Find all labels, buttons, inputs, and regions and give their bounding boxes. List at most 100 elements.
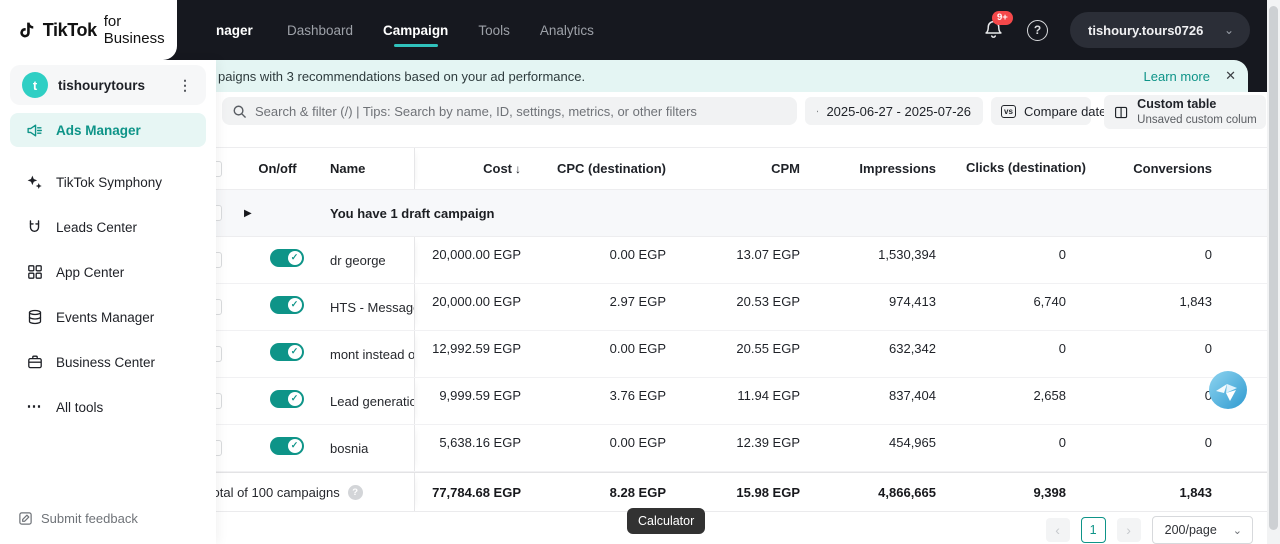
page-size-select[interactable]: 200/page ⌄ [1151,516,1253,544]
impressions-value: 837,404 [889,387,936,403]
current-page-button[interactable]: 1 [1080,517,1106,543]
submit-feedback-button[interactable]: Submit feedback [18,511,138,526]
column-header-clicks[interactable]: Clicks (destination) [966,160,1086,176]
column-header-cpc[interactable]: CPC (destination) [556,161,666,176]
next-page-button[interactable]: › [1116,518,1141,542]
compare-dates-label: Compare dates [1024,103,1113,119]
magnet-icon [26,219,43,236]
column-header-impressions[interactable]: Impressions [859,161,936,176]
grid-icon [26,264,43,280]
kebab-menu-icon[interactable]: ⋮ [178,76,192,93]
tab-dashboard[interactable]: Dashboard [287,22,354,38]
sidebar-item-label: All tools [56,399,104,415]
totals-label: Total of 100 campaigns ? [0,473,415,511]
sidebar-item-app-center[interactable]: App Center [10,255,206,289]
clicks-value: 2,658 [1033,387,1066,403]
notifications-button[interactable]: 9+ [983,11,1013,41]
question-icon: ? [1033,23,1042,37]
search-icon [233,105,246,118]
date-range-value: 2025-06-27 - 2025-07-26 [826,103,971,119]
custom-table-button[interactable]: Custom table Unsaved custom columns S [1104,95,1266,129]
campaign-name[interactable]: dr george [315,237,415,283]
column-header-cpm[interactable]: CPM [771,161,800,176]
notification-badge: 9+ [992,11,1013,25]
campaign-name[interactable]: Lead generation [315,378,415,424]
campaign-name[interactable]: mont instead of [315,331,415,377]
search-input[interactable] [255,103,787,119]
cpc-value: 3.76 EGP [609,387,666,403]
top-bar: nager Dashboard Campaign Tools Analytics… [0,0,1280,60]
tab-campaign[interactable]: Campaign [383,22,449,38]
sidebar-item-events-manager[interactable]: Events Manager [10,300,206,334]
cpm-value: 12.39 EGP [736,434,800,450]
cost-value: 9,999.59 EGP [439,387,521,403]
draft-notice[interactable]: You have 1 draft campaign [330,205,495,221]
learn-more-link[interactable]: Learn more [1143,68,1210,84]
sidebar-item-label: TikTok Symphony [56,174,163,190]
cost-value: 5,638.16 EGP [439,434,521,450]
date-range-button[interactable]: 2025-06-27 - 2025-07-26 [805,97,983,125]
conversions-value: 0 [1204,434,1212,450]
expand-icon[interactable]: ▶ [244,207,252,219]
total-cpc: 8.28 EGP [609,484,666,500]
sidebar-item-leads-center[interactable]: Leads Center [10,210,206,244]
prev-page-button[interactable]: ‹ [1045,518,1070,542]
total-cost: 77,784.68 EGP [432,484,521,500]
toggle-check-icon: ✓ [287,391,302,406]
account-switcher[interactable]: tishoury.tours0726 ⌄ [1070,12,1250,48]
sidebar-item-label: Events Manager [56,309,155,325]
clicks-value: 6,740 [1033,293,1066,309]
toggle-check-icon: ✓ [287,297,302,312]
scrollbar-thumb[interactable] [1269,6,1278,530]
calendar-icon [817,110,819,112]
account-name: tishoury.tours0726 [1088,22,1204,38]
column-header-onoff[interactable]: On/off [258,161,297,176]
campaign-name[interactable]: bosnia [315,425,415,471]
help-button[interactable]: ? [1027,19,1048,41]
info-icon[interactable]: ? [347,484,363,500]
table-columns-icon [1115,106,1128,118]
sidebar-item-ads-manager[interactable]: Ads Manager [10,113,206,147]
sidebar-item-tiktok-symphony[interactable]: TikTok Symphony [10,165,206,199]
column-header-cost[interactable]: Cost ↓ [483,161,521,176]
campaign-name[interactable]: HTS - Message [315,284,415,330]
campaign-toggle[interactable]: ✓ [269,389,304,408]
column-header-conversions[interactable]: Conversions [1133,161,1212,176]
sidebar-item-business-center[interactable]: Business Center [10,345,206,379]
sidebar-item-label: App Center [56,264,125,280]
custom-table-subtitle: Unsaved custom columns S [1137,113,1256,126]
nav-ads-manager-partial[interactable]: nager [216,22,253,38]
avatar: t [22,72,48,98]
close-icon[interactable]: ✕ [1225,68,1236,83]
logo: TikTok for Business [0,0,177,60]
tab-analytics[interactable]: Analytics [539,22,594,38]
total-clicks: 9,398 [1033,484,1066,500]
account-card[interactable]: t tishourytours ⋮ [10,65,206,105]
cpc-value: 0.00 EGP [609,340,666,356]
cpm-value: 13.07 EGP [736,246,800,262]
versus-icon: vs [1001,104,1016,118]
column-header-name[interactable]: Name [315,148,415,189]
account-card-name: tishourytours [58,77,146,93]
custom-table-title: Custom table [1137,97,1217,111]
tab-tools[interactable]: Tools [478,22,510,38]
compare-dates-button[interactable]: vs Compare dates [991,97,1113,125]
campaign-toggle[interactable]: ✓ [269,295,304,314]
campaign-toggle[interactable]: ✓ [269,342,304,361]
sort-desc-icon: ↓ [515,162,521,176]
campaign-toggle[interactable]: ✓ [269,248,304,267]
cpm-value: 20.53 EGP [736,293,800,309]
total-cpm: 15.98 EGP [736,484,800,500]
cpm-value: 20.55 EGP [736,340,800,356]
impressions-value: 1,530,394 [878,246,936,262]
table-row: ✓ HTS - Message 20,000.00 EGP 2.97 EGP 2… [0,284,1267,331]
submit-feedback-label: Submit feedback [41,511,138,526]
sidebar-item-label: Leads Center [56,219,138,235]
toggle-check-icon: ✓ [287,250,302,265]
sidebar-item-all-tools[interactable]: ⋯ All tools [10,390,206,424]
ai-assistant-button[interactable] [1209,371,1247,409]
campaign-toggle[interactable]: ✓ [269,436,304,455]
tiktok-note-icon [20,22,34,38]
search-bar [222,97,797,125]
